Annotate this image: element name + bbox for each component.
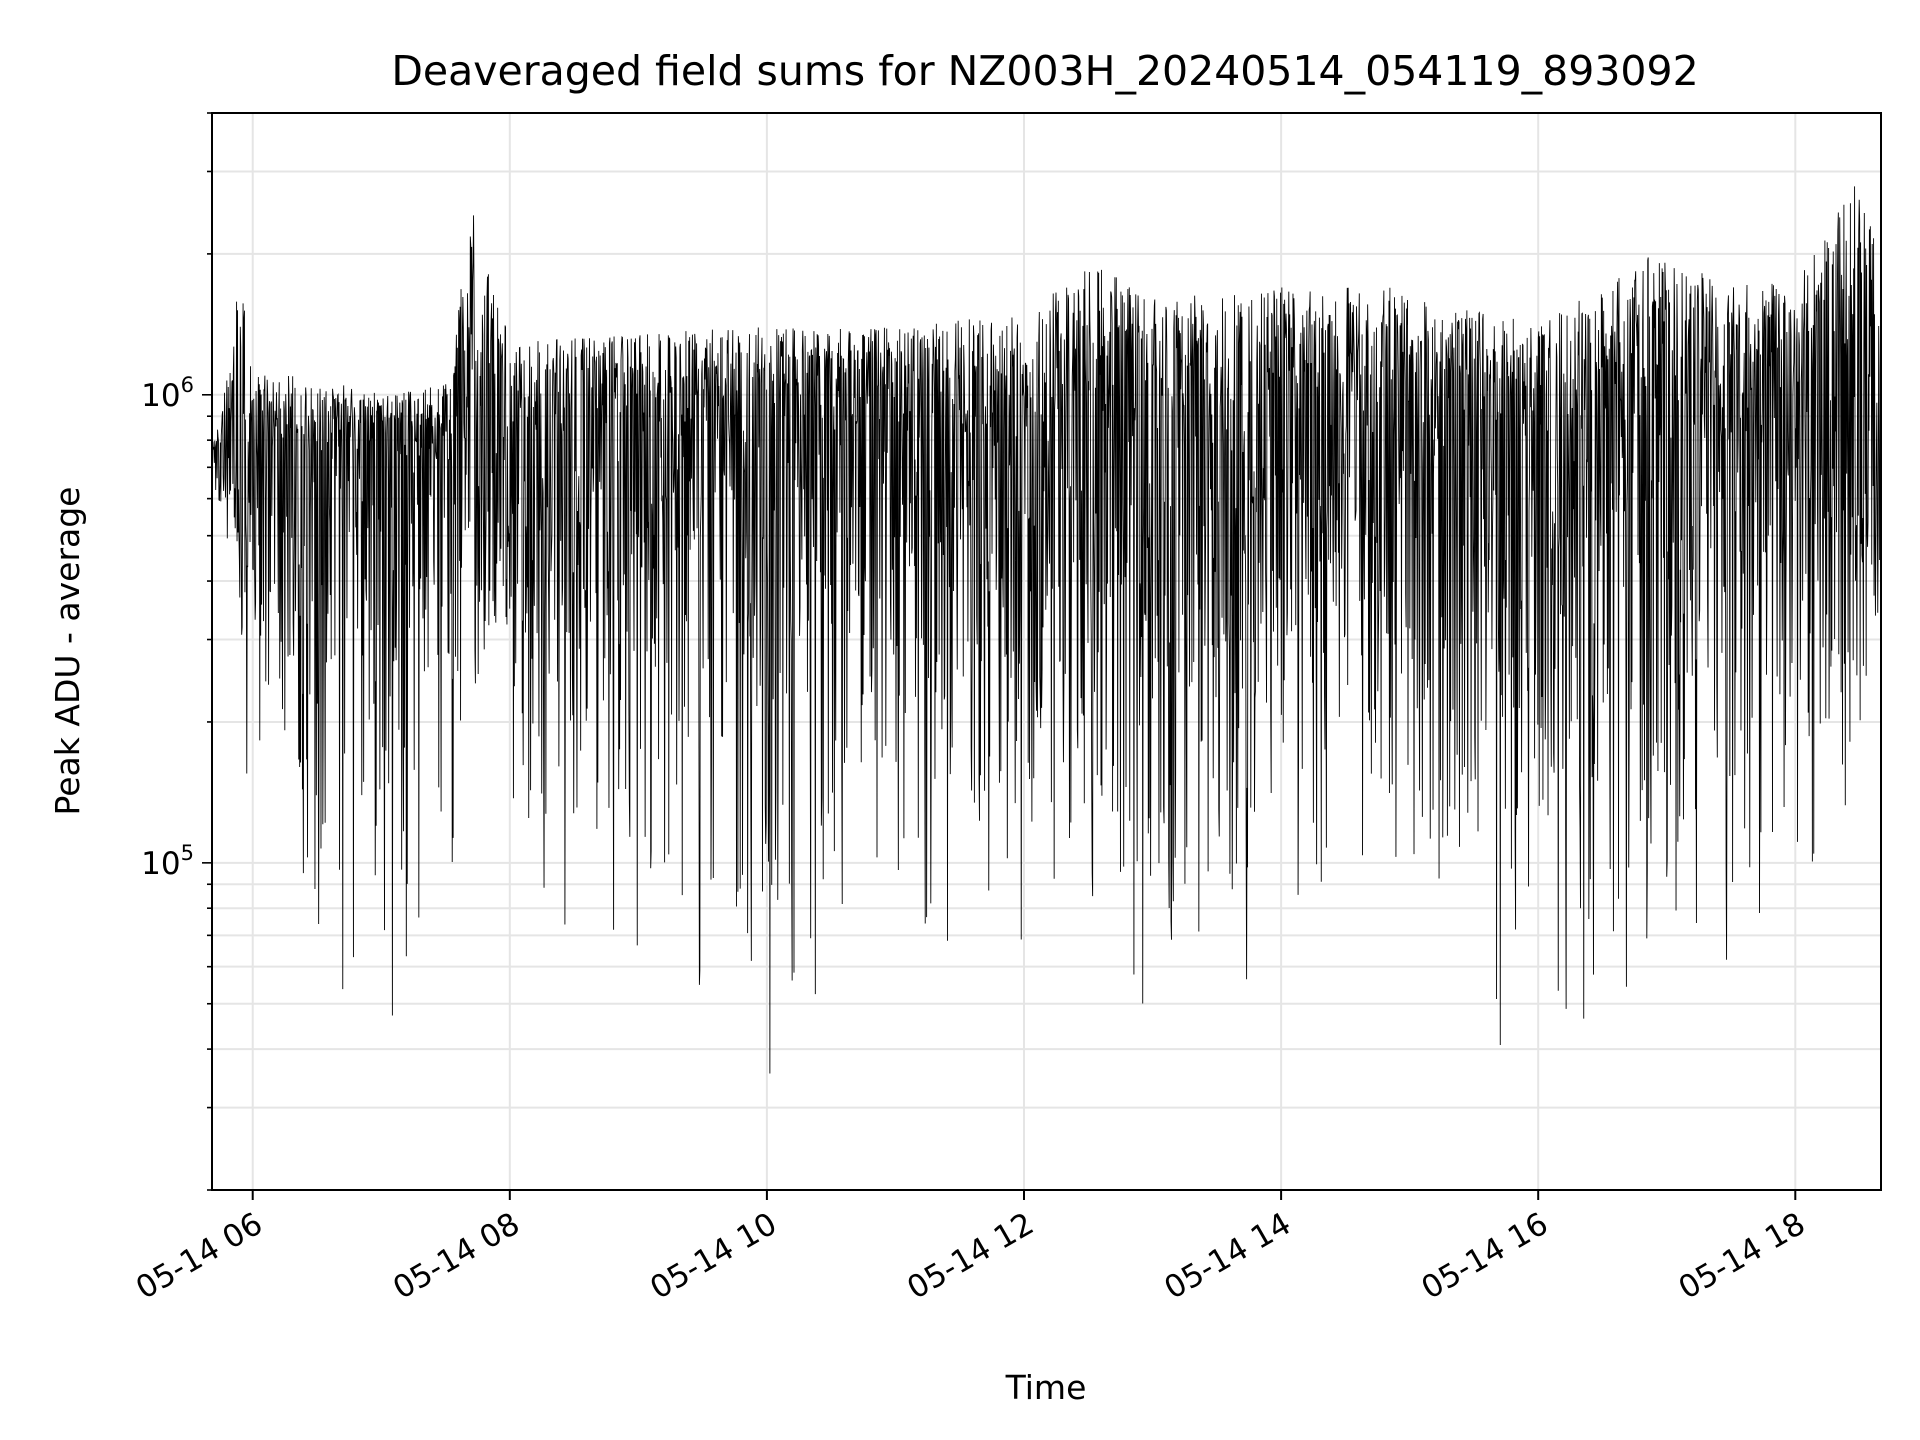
x-axis-label: Time (1005, 1368, 1087, 1407)
x-tick-label: 05-14 12 (901, 1206, 1040, 1307)
series-line (211, 186, 1882, 1074)
x-tick-label: 05-14 14 (1158, 1206, 1297, 1307)
x-tick-label: 05-14 10 (644, 1206, 783, 1307)
x-tick-label: 05-14 16 (1415, 1206, 1554, 1307)
y-axis-label: Peak ADU - average (48, 487, 87, 816)
plot-area (211, 186, 1882, 1074)
x-tick-label: 05-14 18 (1673, 1206, 1812, 1307)
x-tick-label: 05-14 08 (387, 1206, 526, 1307)
x-tick-label: 05-14 06 (130, 1206, 269, 1307)
plot-frame (211, 112, 1882, 1191)
y-tick-label: 106 (141, 373, 194, 414)
y-tick-label: 105 (141, 841, 194, 882)
chart-title: Deaveraged field sums for NZ003H_2024051… (391, 47, 1698, 95)
